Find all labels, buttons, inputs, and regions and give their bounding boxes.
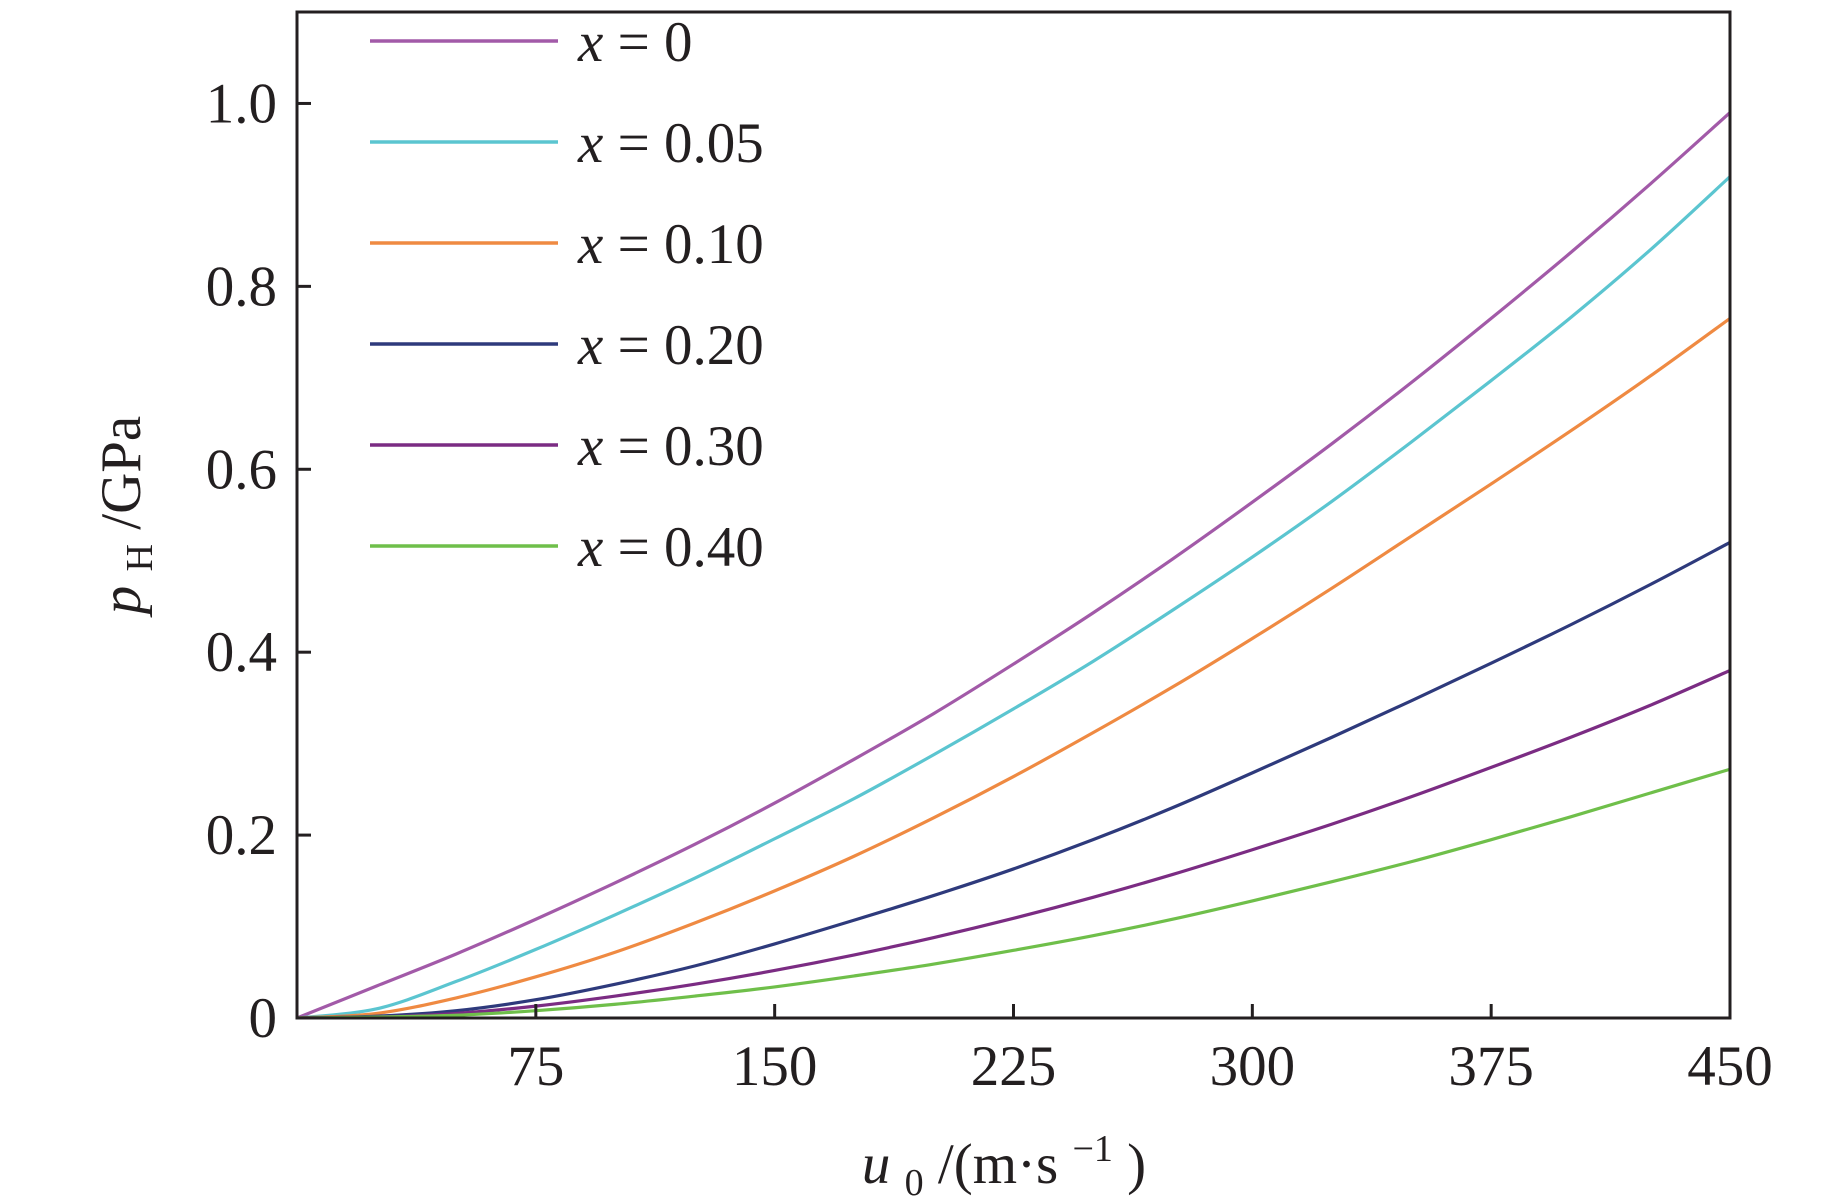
legend-label-var: x [577,516,603,579]
series-line-3 [297,540,1730,1018]
legend-label-var: x [577,314,603,377]
legend-label-value: = 0.10 [603,213,763,276]
y-tick-label: 0.8 [206,255,277,318]
y-tick-label: 0 [249,987,278,1050]
legend: x = 0x = 0.05x = 0.10x = 0.20x = 0.30x =… [370,11,764,579]
legend-label-value: = 0.40 [603,516,763,579]
x-axis-var: u [862,1133,891,1196]
y-axis-sub: H [119,544,161,571]
legend-label-value: = 0 [603,11,692,74]
y-axis-var: p [90,586,153,619]
y-tick-label: 0.6 [206,438,277,501]
plot-frame [295,10,1732,1020]
x-axis-sup: −1 [1072,1128,1112,1170]
y-tick-label: 0.4 [206,621,277,684]
legend-label-2: x = 0.10 [577,213,764,276]
series-line-1 [297,175,1730,1018]
x-axis-unit-pre: /(m·s [938,1133,1058,1196]
x-tick-label: 225 [971,1035,1057,1098]
x-axis-title: u 0 /(m·s −1 ) [862,1111,1146,1203]
axes-layer [295,10,1732,1020]
legend-label-var: x [577,11,603,74]
x-axis-unit-post: ) [1127,1133,1146,1196]
legend-label-5: x = 0.40 [577,516,764,579]
legend-label-value: = 0.20 [603,314,763,377]
legend-label-3: x = 0.20 [577,314,764,377]
y-tick-label: 0.2 [206,804,277,867]
ticks-layer: 75 150 225 300 375 450 0 0.2 0.4 0.6 0.8 1.0 [206,72,1773,1098]
y-axis-title: p H /GPa [90,416,165,618]
legend-label-0: x = 0 [577,11,692,74]
series-line-5 [297,767,1730,1018]
x-tick-label: 150 [732,1035,818,1098]
series-line-2 [297,316,1730,1018]
series-line-0 [297,111,1730,1018]
legend-label-var: x [577,112,603,175]
y-axis-unit: /GPa [90,416,153,530]
series-layer [297,111,1730,1018]
legend-label-1: x = 0.05 [577,112,764,175]
legend-label-var: x [577,213,603,276]
legend-label-4: x = 0.30 [577,415,764,478]
x-tick-label: 375 [1448,1035,1534,1098]
y-tick-label: 1.0 [206,72,277,135]
legend-label-value: = 0.05 [603,112,763,175]
x-tick-label: 450 [1687,1035,1773,1098]
x-tick-label: 300 [1210,1035,1296,1098]
x-axis-sub: 0 [905,1162,924,1203]
legend-label-value: = 0.30 [603,415,763,478]
x-tick-label: 75 [507,1035,564,1098]
legend-label-var: x [577,415,603,478]
series-line-4 [297,668,1730,1018]
